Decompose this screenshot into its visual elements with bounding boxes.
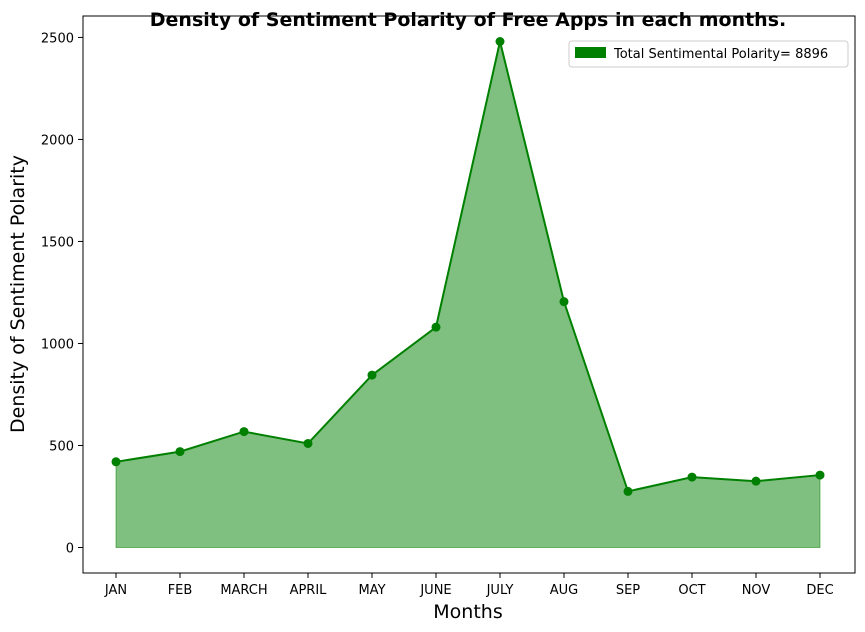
x-axis-ticks: JAN FEB MARCH APRIL MAY JUNE JULY AUG SEP OCT NOV D… [104,573,834,598]
data-point-aug [559,297,569,307]
data-point-oct [687,472,697,482]
data-point-feb [175,447,185,457]
data-point-march [239,427,249,437]
x-tick-label: MAY [358,583,385,598]
data-point-dec [815,470,825,480]
x-tick-label: NOV [742,583,771,598]
y-axis-label: Density of Sentiment Polarity [7,155,29,433]
data-point-sep [623,486,633,496]
x-tick-label: JUNE [419,583,451,598]
area-fill [115,41,821,548]
plot-area [111,37,825,548]
x-axis-label: Months [433,601,502,623]
y-tick-label: 1000 [41,337,74,352]
x-tick-label: AUG [550,583,578,598]
data-point-july [495,37,505,47]
y-tick-label: 0 [66,541,74,556]
y-tick-label: 500 [49,439,74,454]
y-axis-ticks: 0 500 1000 1500 2000 2500 [41,31,83,556]
data-points [111,37,825,496]
x-tick-label: SEP [616,583,640,598]
y-tick-label: 2500 [41,31,74,46]
x-tick-label: FEB [168,583,193,598]
series-line [115,41,821,493]
plot-frame [82,15,856,574]
data-point-june [431,322,441,332]
data-point-nov [751,476,761,486]
data-point-april [303,438,313,448]
y-tick-label: 2000 [41,133,74,148]
legend-label: Total Sentimental Polarity= 8896 [613,47,828,62]
y-tick-label: 1500 [41,235,74,250]
chart-title: Density of Sentiment Polarity of Free Ap… [150,9,786,31]
x-tick-label: JULY [486,583,514,598]
data-point-may [367,370,377,380]
x-tick-label: OCT [678,583,705,598]
legend: Total Sentimental Polarity= 8896 [568,40,849,68]
x-tick-label: JAN [104,583,127,598]
legend-swatch [575,47,606,58]
legend-frame [568,40,849,68]
x-tick-label: APRIL [290,583,328,598]
data-point-jan [111,457,121,467]
x-tick-label: DEC [806,583,833,598]
x-tick-label: MARCH [220,583,267,598]
